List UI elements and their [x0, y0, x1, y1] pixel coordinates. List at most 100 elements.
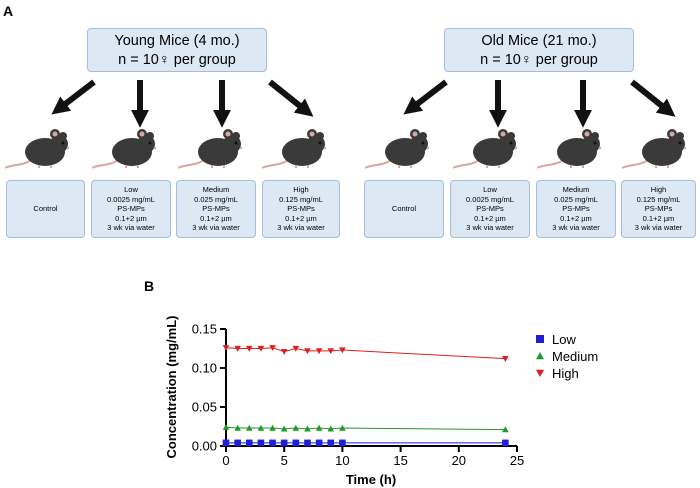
data-point-low — [292, 439, 300, 447]
mouse-icon — [622, 129, 687, 169]
particle-type: PS-MPs — [476, 204, 504, 214]
data-point-medium — [327, 425, 335, 432]
exposure-route: 3 wk via water — [634, 223, 683, 233]
dose-concentration: 0.125 mg/mL — [636, 194, 681, 204]
legend: Low Medium High — [536, 332, 598, 381]
data-point-low — [257, 439, 265, 447]
data-point-high — [280, 348, 288, 355]
data-point-low — [315, 439, 323, 447]
dose-concentration: 0.025 mg/mL — [194, 194, 238, 204]
data-point-medium — [502, 426, 509, 433]
young-mice-title-box: Young Mice (4 mo.) n = 10♀ per group — [87, 28, 267, 72]
data-point-low — [502, 439, 509, 447]
data-point-low — [245, 439, 253, 447]
series-layer — [222, 345, 509, 447]
legend-marker-low — [536, 335, 544, 343]
dose-level: High — [650, 185, 667, 195]
data-point-high — [245, 345, 253, 352]
data-point-high — [257, 345, 265, 352]
data-point-low — [339, 439, 346, 447]
dose-concentration: 0.0025 mg/mL — [107, 194, 155, 204]
dose-concentration: 0.125 mg/mL — [279, 194, 323, 204]
data-point-medium — [292, 424, 300, 431]
particle-type: PS-MPs — [287, 204, 315, 214]
particle-type: PS-MPs — [117, 204, 145, 214]
old-control-box: Control — [364, 180, 444, 238]
particle-size: 0.1+2 µm — [474, 213, 506, 223]
young-mice-n: n = 10♀ per group — [118, 52, 236, 68]
mouse-icon — [537, 129, 602, 169]
dose-level: Medium — [202, 185, 230, 195]
dose-concentration: 0.025 mg/mL — [554, 194, 598, 204]
old-mice-title-box: Old Mice (21 mo.) n = 10♀ per group — [444, 28, 634, 72]
data-point-low — [234, 439, 241, 447]
x-tick-label: 25 — [510, 453, 524, 468]
mouse-icon — [5, 129, 70, 169]
young-medium-box: Medium 0.025 mg/mL PS-MPs 0.1+2 µm 3 wk … — [176, 180, 256, 238]
data-point-high — [292, 345, 300, 352]
particle-size: 0.1+2 µm — [642, 213, 675, 223]
data-point-low — [304, 439, 311, 447]
series-line-medium — [225, 426, 506, 431]
legend-marker-medium — [536, 352, 544, 360]
panel-a-label: A — [3, 3, 14, 19]
mouse-icon — [453, 129, 518, 169]
particle-type: PS-MPs — [202, 204, 230, 214]
mouse-icon — [365, 129, 430, 169]
young-high-box: High 0.125 mg/mL PS-MPs 0.1+2 µm 3 wk vi… — [262, 180, 340, 238]
data-point-medium — [315, 424, 323, 431]
y-tick-label: 0.10 — [192, 361, 217, 376]
x-tick-label: 15 — [393, 453, 407, 468]
exposure-route: 3 wk via water — [107, 223, 155, 233]
x-tick-label: 5 — [281, 453, 288, 468]
old-high-box: High 0.125 mg/mL PS-MPs 0.1+2 µm 3 wk vi… — [621, 180, 696, 238]
data-point-medium — [280, 425, 288, 432]
data-point-medium — [222, 423, 230, 430]
data-point-medium — [245, 424, 253, 431]
series-line-high — [225, 347, 506, 360]
data-point-high — [327, 348, 335, 355]
arrow-young-high — [268, 79, 314, 117]
data-point-high — [304, 348, 311, 355]
y-ticks: 0.00 0.05 0.10 0.15 — [192, 322, 226, 454]
mouse-icon — [92, 129, 157, 169]
data-point-high — [234, 345, 241, 352]
legend-label: Low — [552, 332, 576, 347]
particle-size: 0.1+2 µm — [285, 213, 317, 223]
exposure-route: 3 wk via water — [192, 223, 240, 233]
exposure-route: 3 wk via water — [277, 223, 325, 233]
young-mice-title: Young Mice (4 mo.) — [114, 33, 240, 49]
x-tick-label: 0 — [222, 453, 229, 468]
mouse-icon — [262, 129, 327, 169]
young-low-box: Low 0.0025 mg/mL PS-MPs 0.1+2 µm 3 wk vi… — [91, 180, 171, 238]
arrow-old-control — [403, 79, 448, 115]
data-point-medium — [339, 424, 346, 431]
panel-b-label: B — [144, 278, 155, 294]
mouse-icon — [178, 129, 243, 169]
data-point-low — [280, 439, 288, 447]
particle-size: 0.1+2 µm — [200, 213, 232, 223]
young-control-box: Control — [6, 180, 85, 238]
exposure-route: 3 wk via water — [552, 223, 600, 233]
x-axis-label: Time (h) — [346, 472, 396, 487]
data-point-low — [327, 439, 335, 447]
treatment-label: Control — [33, 204, 58, 214]
data-point-medium — [234, 424, 241, 431]
old-low-box: Low 0.0025 mg/mL PS-MPs 0.1+2 µm 3 wk vi… — [450, 180, 530, 238]
dose-level: High — [293, 185, 309, 195]
arrow-old-high — [630, 79, 676, 117]
data-point-high — [315, 348, 323, 355]
particle-size: 0.1+2 µm — [560, 213, 592, 223]
data-point-high — [339, 347, 346, 354]
particle-size: 0.1+2 µm — [115, 213, 147, 223]
treatment-label: Control — [391, 204, 417, 214]
legend-label: High — [552, 366, 579, 381]
data-point-high — [269, 345, 276, 352]
y-tick-label: 0.00 — [192, 439, 217, 454]
old-mice-title: Old Mice (21 mo.) — [481, 33, 597, 49]
data-point-high — [502, 356, 509, 362]
y-tick-label: 0.15 — [192, 322, 217, 337]
x-tick-label: 20 — [452, 453, 466, 468]
dose-level: Medium — [562, 185, 590, 195]
